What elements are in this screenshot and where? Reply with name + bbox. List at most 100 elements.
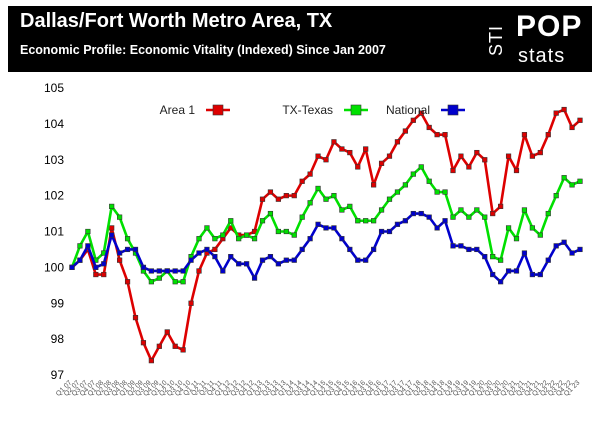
data-point <box>553 193 559 199</box>
data-point <box>132 314 139 321</box>
legend-marker <box>447 104 459 116</box>
logo-stats-text: stats <box>518 45 566 67</box>
data-point <box>529 225 535 231</box>
data-point <box>101 271 107 278</box>
data-point <box>180 268 186 274</box>
data-point <box>244 261 250 267</box>
data-point <box>188 257 194 263</box>
data-point <box>498 257 504 263</box>
data-point <box>259 218 266 224</box>
legend: Area 1 TX-Texas National <box>160 103 465 117</box>
data-point <box>323 196 329 202</box>
data-point <box>498 203 504 209</box>
data-point <box>77 257 83 263</box>
data-point <box>140 340 147 346</box>
data-point <box>458 243 464 249</box>
data-point <box>355 218 361 224</box>
data-point <box>315 185 321 192</box>
data-point <box>458 153 464 159</box>
data-point <box>426 178 432 184</box>
data-point <box>331 139 337 145</box>
data-point <box>204 225 210 231</box>
data-point <box>378 160 385 166</box>
data-point <box>394 221 401 227</box>
legend-label: TX-Texas <box>282 103 333 117</box>
data-point <box>109 225 115 231</box>
data-point <box>299 246 305 253</box>
data-point <box>537 232 543 238</box>
data-point <box>482 157 488 163</box>
y-tick-label: 101 <box>44 225 64 239</box>
data-point <box>513 268 520 274</box>
data-point <box>378 228 385 235</box>
data-point <box>347 246 353 253</box>
data-point <box>315 153 321 159</box>
data-point <box>299 214 305 220</box>
data-point <box>267 189 274 195</box>
data-point <box>291 257 297 263</box>
data-point <box>339 146 345 152</box>
data-point <box>339 236 345 242</box>
data-point <box>140 264 147 270</box>
data-point <box>418 210 424 217</box>
data-point <box>339 207 345 213</box>
y-tick-label: 105 <box>44 81 64 95</box>
data-point <box>347 149 353 156</box>
chart-header: Dallas/Fort Worth Metro Area, TX Economi… <box>8 6 592 72</box>
data-point <box>537 271 543 278</box>
data-point <box>117 250 123 256</box>
data-point <box>291 193 297 199</box>
y-tick-label: 102 <box>44 189 64 203</box>
data-point <box>124 236 131 242</box>
data-point <box>251 275 258 281</box>
data-point <box>307 236 313 242</box>
data-point <box>267 254 274 260</box>
data-point <box>498 279 504 285</box>
data-point <box>442 132 448 138</box>
data-point <box>355 164 361 170</box>
data-point <box>124 246 131 253</box>
data-point <box>569 182 575 188</box>
data-point <box>426 124 432 131</box>
data-point <box>196 236 202 242</box>
data-point <box>323 225 329 231</box>
data-point <box>77 243 83 249</box>
data-point <box>410 117 416 123</box>
data-point <box>466 164 472 170</box>
data-point <box>434 225 440 231</box>
data-point <box>402 182 408 188</box>
data-point <box>132 246 139 253</box>
data-point <box>164 268 170 274</box>
data-point <box>529 271 535 278</box>
data-point <box>450 243 456 249</box>
y-axis: 97 98 99 100 101 102 103 104 105 <box>44 81 64 382</box>
data-point <box>363 257 369 263</box>
data-point <box>172 279 178 285</box>
data-point <box>474 207 480 213</box>
data-point <box>450 167 456 174</box>
data-point <box>386 196 393 202</box>
data-point <box>244 232 250 238</box>
data-point <box>291 232 297 238</box>
data-point <box>529 153 535 159</box>
data-point <box>283 257 289 263</box>
data-point <box>371 246 377 253</box>
data-point <box>180 279 186 285</box>
data-point <box>402 218 408 224</box>
data-point <box>442 218 448 224</box>
data-point <box>521 207 528 213</box>
data-point <box>109 232 115 238</box>
data-point <box>315 221 321 227</box>
data-point <box>259 257 266 263</box>
data-point <box>220 268 226 274</box>
data-point <box>505 225 512 231</box>
data-point <box>466 214 472 220</box>
data-point <box>363 218 369 224</box>
data-point <box>434 132 440 138</box>
data-point <box>537 149 543 156</box>
data-point <box>148 279 154 285</box>
data-point <box>474 246 480 253</box>
data-point <box>569 250 575 256</box>
data-point <box>156 275 162 281</box>
